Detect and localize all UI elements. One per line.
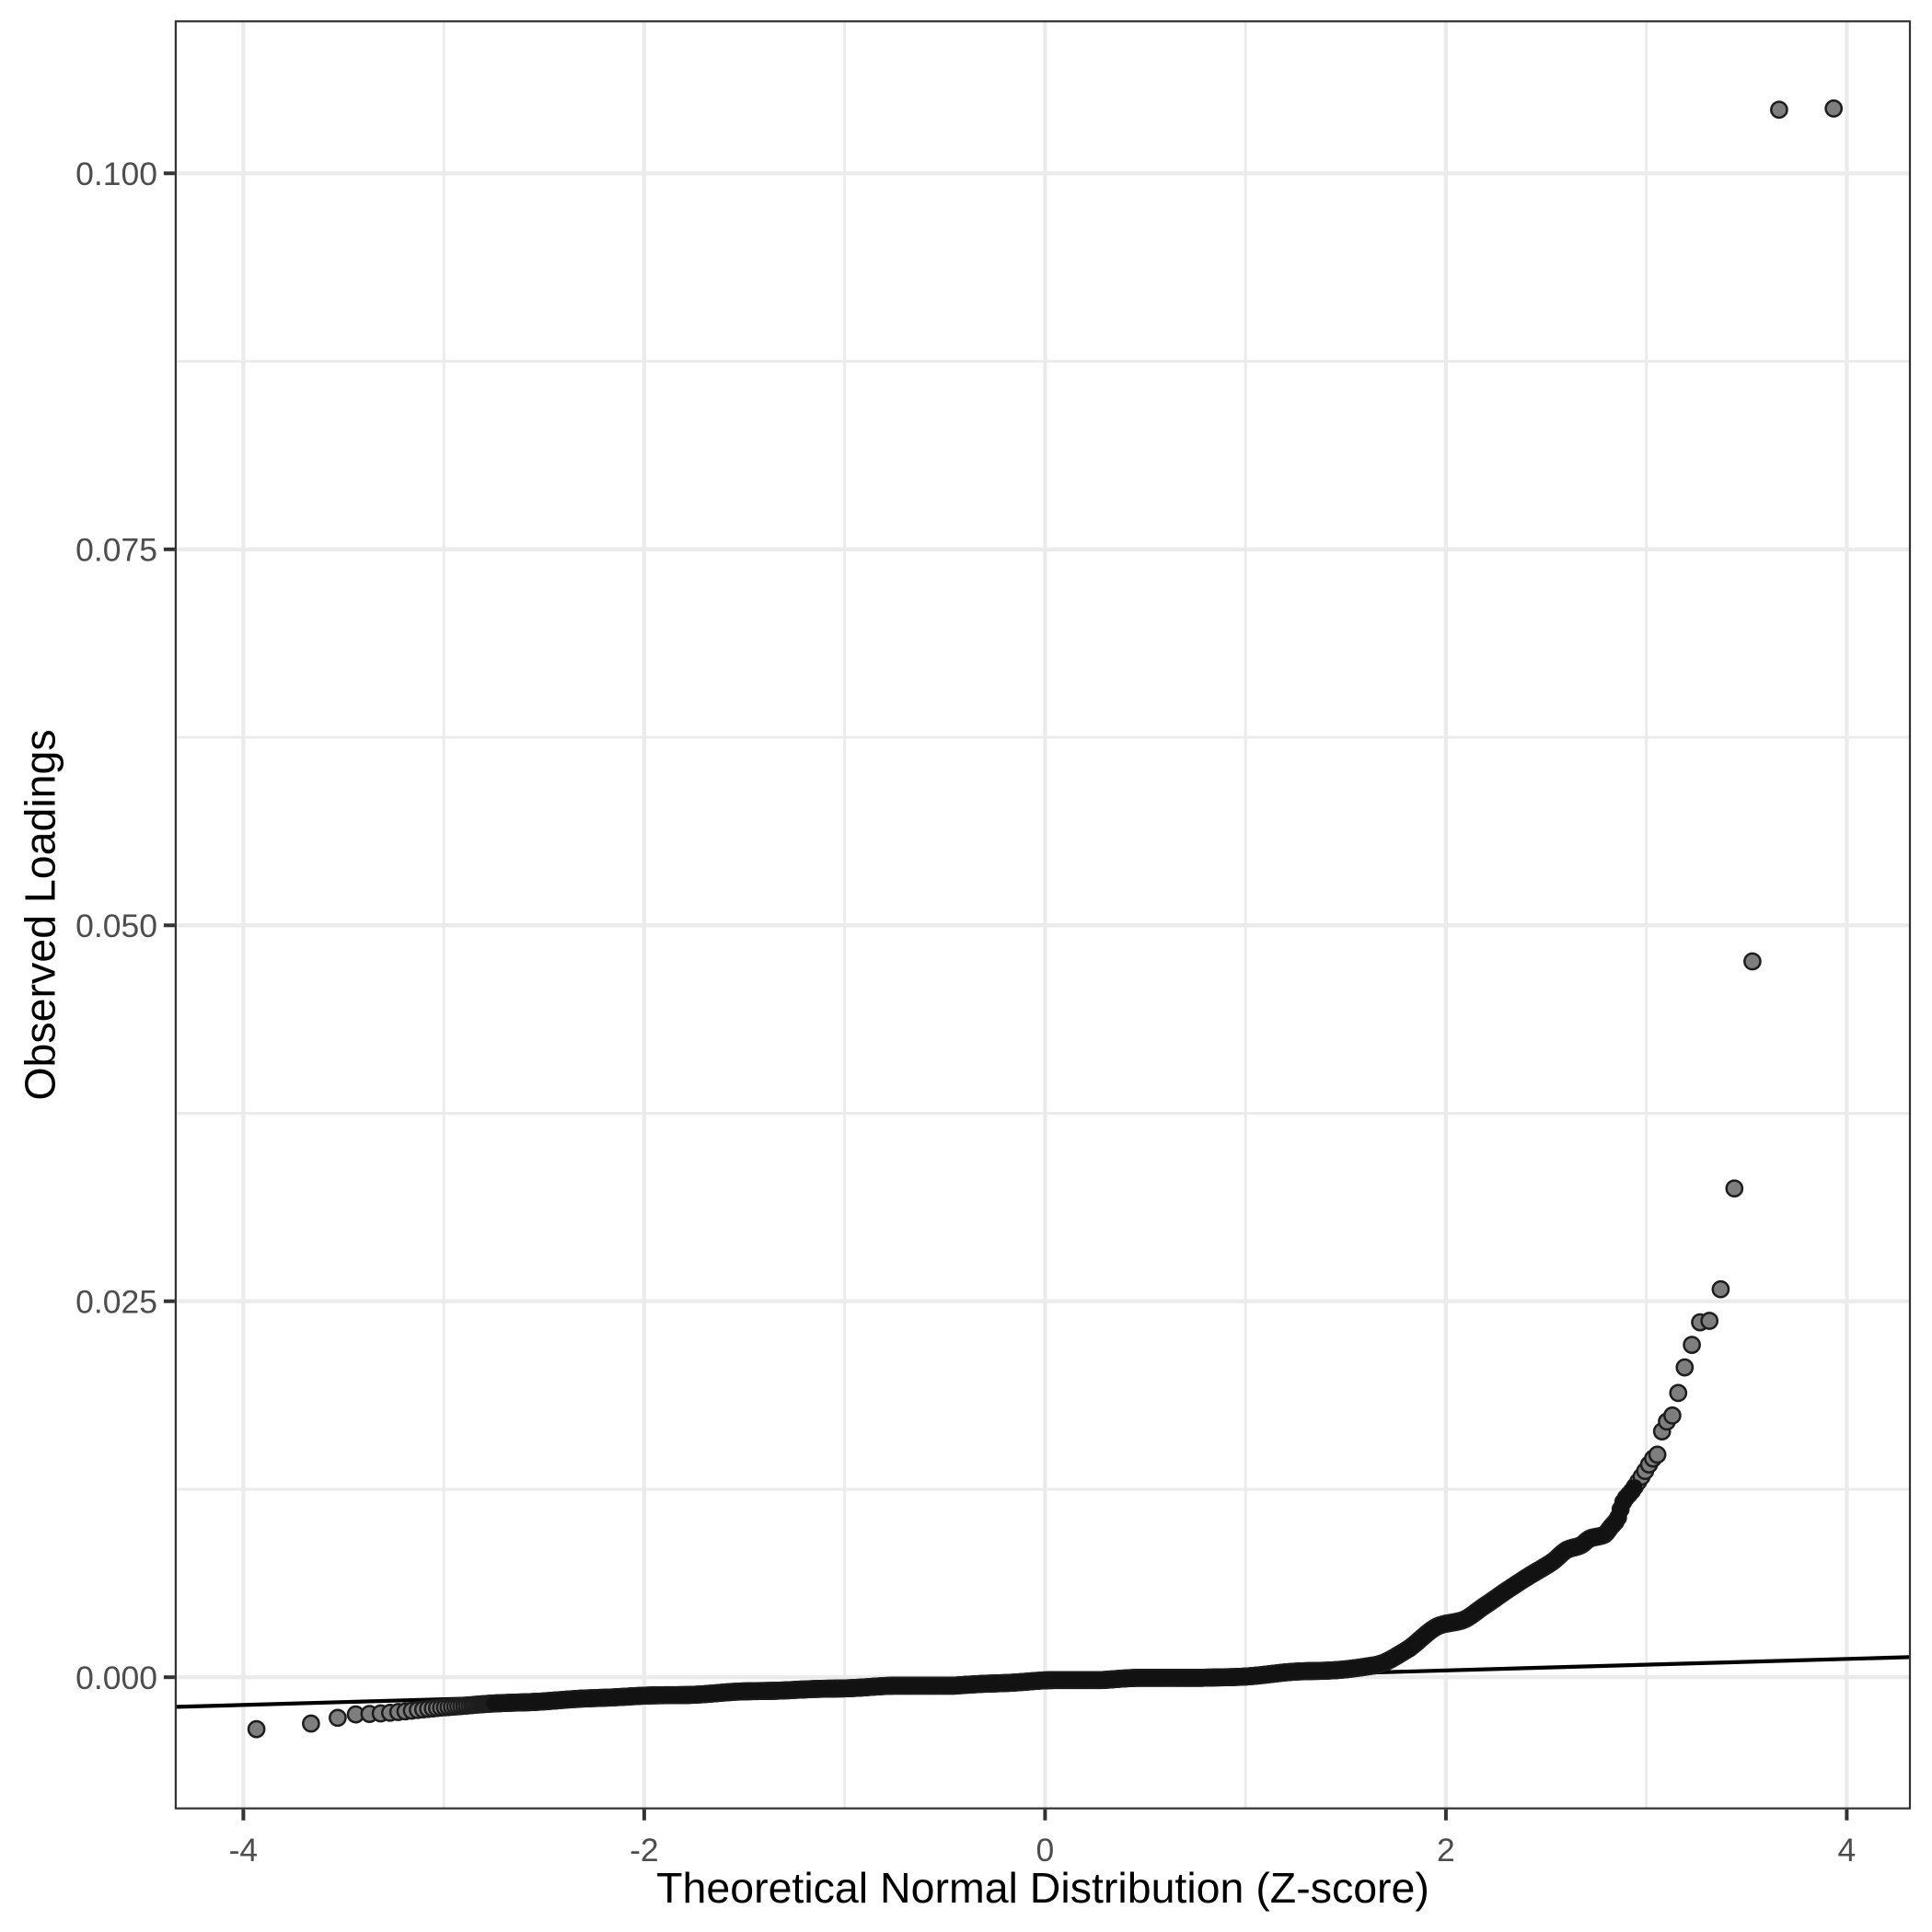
svg-text:-4: -4: [229, 1832, 259, 1868]
svg-text:4: 4: [1838, 1832, 1857, 1868]
svg-text:0.025: 0.025: [75, 1283, 157, 1320]
svg-text:Observed Loadings: Observed Loadings: [17, 729, 64, 1100]
svg-text:Theoretical Normal Distributio: Theoretical Normal Distribution (Z-score…: [656, 1864, 1429, 1912]
svg-text:0.000: 0.000: [75, 1660, 157, 1696]
svg-text:0.075: 0.075: [75, 531, 157, 568]
svg-text:0: 0: [1036, 1832, 1055, 1868]
svg-text:-2: -2: [630, 1832, 659, 1868]
svg-text:0.050: 0.050: [75, 908, 157, 944]
svg-text:0.100: 0.100: [75, 156, 157, 192]
svg-text:2: 2: [1437, 1832, 1455, 1868]
